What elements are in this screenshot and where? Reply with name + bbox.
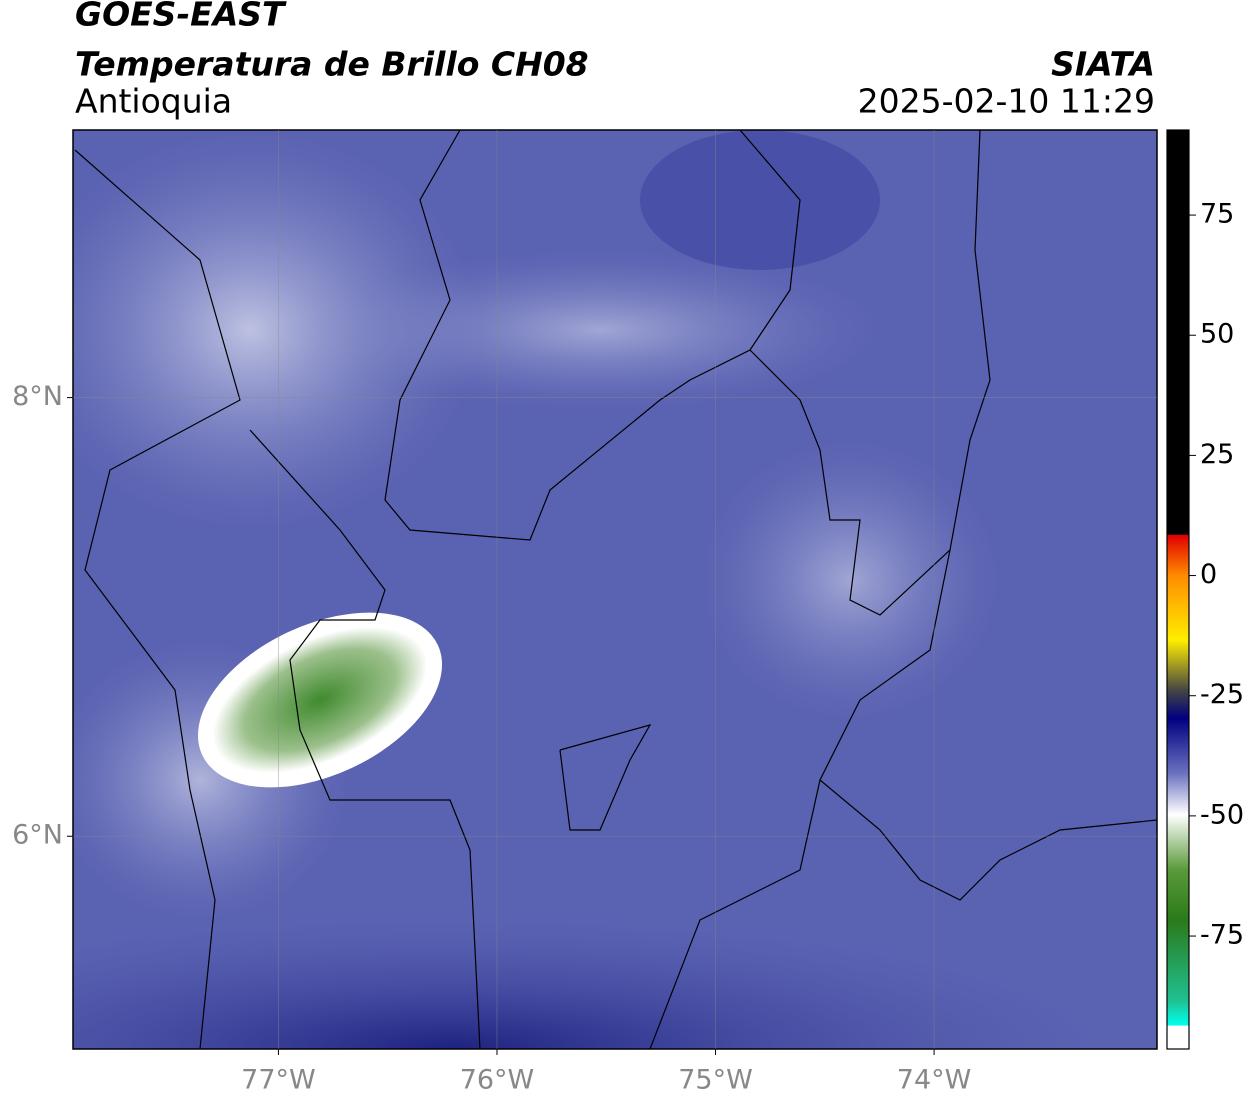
x-tick-label: 77°W: [241, 1065, 316, 1096]
satellite-image: [73, 130, 1157, 1049]
colorbar: [1166, 129, 1190, 1050]
y-tick-label: 8°N: [12, 381, 63, 412]
colorbar-tick-label: -50: [1200, 799, 1244, 830]
colorbar-tick-label: 0: [1200, 559, 1217, 590]
subtitle: Temperatura de Brillo CH08: [75, 45, 589, 84]
title: GOES-EAST: [75, 0, 287, 34]
borders: [74, 129, 1158, 1050]
colorbar-tick-label: -75: [1200, 920, 1244, 951]
region: Antioquia: [75, 82, 232, 121]
colorbar-tick-label: -25: [1200, 679, 1244, 710]
colorbar-tick-label: 50: [1200, 319, 1234, 350]
x-tick-label: 74°W: [897, 1065, 972, 1096]
datetime: 2025-02-10 11:29: [858, 82, 1155, 121]
colorbar-tick-label: 75: [1200, 199, 1234, 230]
map-frame: [72, 129, 1158, 1050]
x-tick-label: 75°W: [678, 1065, 753, 1096]
x-tick-label: 76°W: [460, 1065, 535, 1096]
y-tick-label: 6°N: [12, 820, 63, 851]
colorbar-tick-label: 25: [1200, 439, 1234, 470]
org: SIATA: [1051, 45, 1155, 84]
